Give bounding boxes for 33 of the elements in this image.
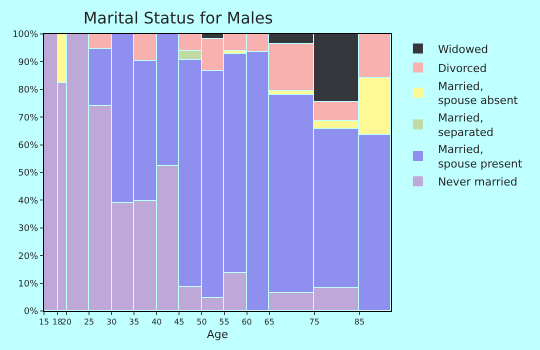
y-tick-label: 90% (18, 58, 39, 68)
x-tick-label: 75 (309, 318, 320, 327)
x-tick-label: 30 (106, 318, 117, 327)
legend-label: Widowed (438, 42, 488, 56)
chart-title: Marital Status for Males (83, 8, 274, 28)
x-tick-label: 25 (84, 318, 94, 327)
y-tick-label: 20% (18, 252, 39, 262)
legend-label: Married, spouse absent (438, 80, 519, 108)
legend-label: Married, separated (438, 112, 494, 139)
legend-label: Married, spouse present (438, 143, 523, 170)
y-tick-label: 10% (18, 279, 39, 290)
legend-label: Divorced (438, 62, 487, 75)
y-tick-label: 60% (18, 140, 39, 151)
y-tick-label: 70% (18, 113, 39, 124)
x-axis-title: Age (206, 328, 228, 341)
y-tick-label: 100% (12, 30, 39, 40)
y-tick-label: 40% (18, 196, 39, 206)
legend-label: Never married (438, 176, 518, 189)
x-tick-label: 15 (38, 318, 50, 327)
x-tick-label: 55 (219, 318, 230, 327)
y-tick-label: 0% (24, 307, 39, 318)
x-tick-label: 45 (174, 318, 184, 327)
x-tick-label: 18 (52, 318, 63, 327)
y-tick-label: 30% (18, 224, 39, 234)
x-tick-label: 60 (242, 318, 252, 327)
y-tick-label: 80% (18, 86, 39, 96)
x-tick-label: 85 (354, 318, 365, 327)
x-tick-label: 50 (196, 318, 207, 327)
x-tick-label: 35 (129, 318, 140, 327)
x-tick-label: 40 (152, 318, 162, 327)
x-tick-label: 20 (61, 318, 72, 327)
y-tick-label: 50% (18, 168, 39, 179)
x-tick-label: 65 (264, 318, 274, 327)
